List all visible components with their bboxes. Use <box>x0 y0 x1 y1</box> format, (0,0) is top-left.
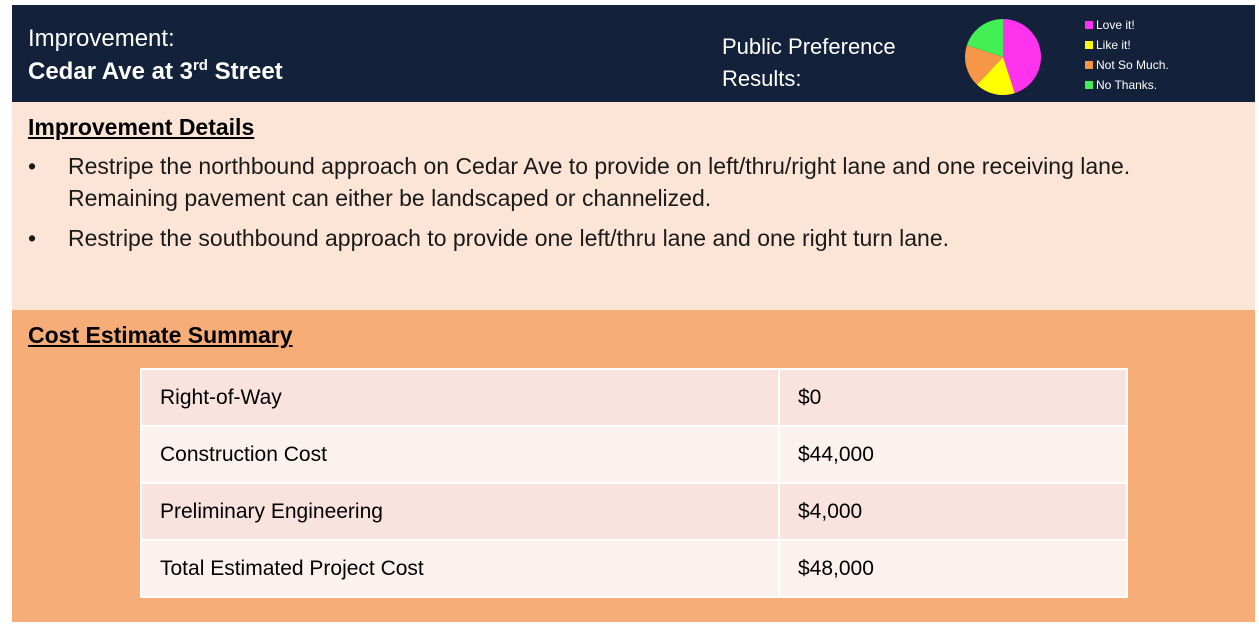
legend-entry: Like it! <box>1085 35 1169 55</box>
table-cell: Total Estimated Project Cost <box>140 539 780 598</box>
table-cell: $44,000 <box>778 425 1128 484</box>
title-text: Street <box>207 58 283 85</box>
table-row: Total Estimated Project Cost $48,000 <box>140 539 1128 598</box>
pie-slice <box>965 45 1003 85</box>
cost-table: Right-of-Way $0 Construction Cost $44,000 Pr… <box>140 368 1128 598</box>
cost-section: Cost Estimate Summary Right-of-Way $0 Cons… <box>12 310 1255 622</box>
pie-slice <box>966 19 1003 57</box>
title-superscript: rd <box>192 57 208 74</box>
legend-swatch <box>1085 81 1093 89</box>
legend-entry: No Thanks. <box>1085 75 1169 95</box>
table-row: Construction Cost $44,000 <box>140 425 1128 484</box>
legend: Love it! Like it! Not So Much. No Thanks. <box>1085 15 1169 95</box>
table-row: Preliminary Engineering $4,000 <box>140 482 1128 541</box>
legend-label: Love it! <box>1096 18 1135 32</box>
section-heading: Improvement Details <box>28 114 255 140</box>
bullet-list: Restripe the northbound approach on Ceda… <box>26 150 1226 262</box>
legend-entry: Not So Much. <box>1085 55 1169 75</box>
table-cell: Right-of-Way <box>140 368 780 427</box>
table-cell: Preliminary Engineering <box>140 482 780 541</box>
table-cell: $0 <box>778 368 1128 427</box>
header-label: Improvement: <box>28 25 175 52</box>
table-cell: $48,000 <box>778 539 1128 598</box>
legend-entry: Love it! <box>1085 15 1169 35</box>
table-row: Right-of-Way $0 <box>140 368 1128 427</box>
table-cell: Construction Cost <box>140 425 780 484</box>
legend-swatch <box>1085 21 1093 29</box>
details-section: Improvement Details Restripe the northbo… <box>12 102 1255 310</box>
bullet: Restripe the southbound approach to prov… <box>26 222 1226 254</box>
table-cell: $4,000 <box>778 482 1128 541</box>
header-title: Cedar Ave at 3rd Street <box>28 57 283 86</box>
title-text: Cedar Ave at 3 <box>28 58 193 85</box>
legend-label: Not So Much. <box>1096 58 1169 72</box>
header: Improvement: Cedar Ave at 3rd Street Pub… <box>12 5 1255 102</box>
pie-slice <box>976 57 1015 95</box>
legend-label: No Thanks. <box>1096 78 1158 92</box>
legend-swatch <box>1085 61 1093 69</box>
label-line: Results: <box>722 66 802 91</box>
preference-label: Public Preference Results: <box>722 31 896 95</box>
label-line: Public Preference <box>722 34 896 59</box>
bullet: Restripe the northbound approach on Ceda… <box>26 150 1226 214</box>
legend-swatch <box>1085 41 1093 49</box>
section-heading: Cost Estimate Summary <box>28 322 293 348</box>
pie-chart <box>965 19 1041 95</box>
legend-label: Like it! <box>1096 38 1131 52</box>
pie-slice <box>1003 19 1041 94</box>
